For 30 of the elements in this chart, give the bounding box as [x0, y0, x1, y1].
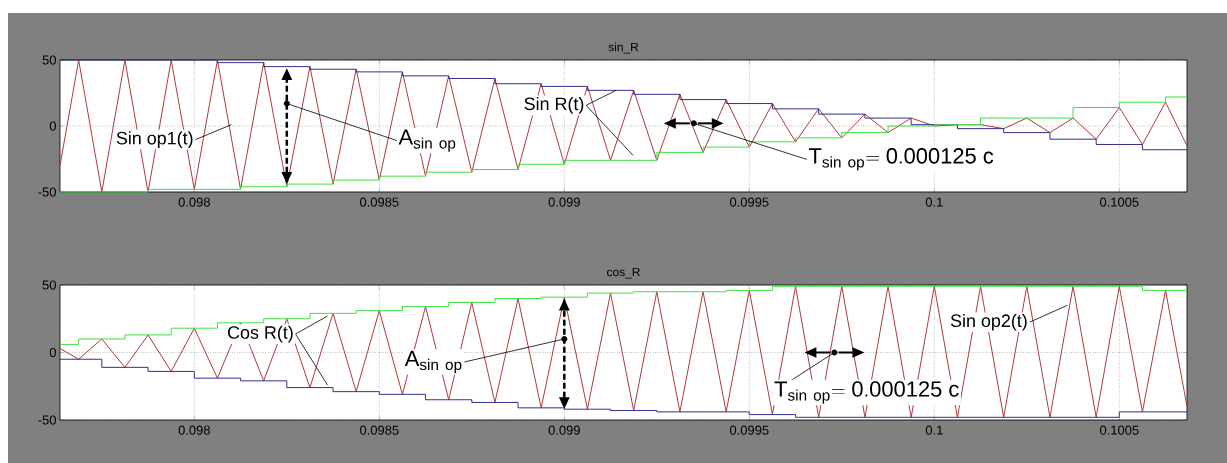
- x-tick-label: 0.1005: [1100, 425, 1139, 435]
- x-tick-label: 0.1: [925, 425, 943, 435]
- chart-title: cos_R: [607, 267, 640, 279]
- annotation: Sin op2(t): [950, 313, 1027, 331]
- x-tick-label: 0.0995: [730, 425, 769, 435]
- y-tick-label: -50: [38, 187, 56, 197]
- y-tick-label: -50: [38, 415, 56, 425]
- annotation: Cos R(t): [227, 325, 293, 343]
- x-tick-label: 0.1: [925, 197, 943, 207]
- annotation: $\mathrm{T}_{\mathrm{sin\ op}}\mathrm{=0.000125\ c}$: [809, 148, 994, 171]
- x-tick-label: 0.0995: [730, 197, 769, 207]
- line-series: [59, 285, 1188, 418]
- x-tick-label: 0.098: [178, 425, 210, 435]
- y-tick-label: 50: [42, 55, 56, 65]
- annotation: Sin R(t): [524, 97, 584, 114]
- x-tick-label: 0.098: [178, 197, 210, 207]
- chart-title: sin_R: [608, 42, 639, 54]
- x-tick-label: 0.0985: [360, 197, 399, 207]
- annotation: $\mathrm{A}_{\mathrm{sin\ op}}$: [404, 350, 462, 374]
- y-tick-label: 0: [49, 347, 56, 358]
- x-tick-label: 0.1005: [1100, 197, 1139, 207]
- line-series: [59, 59, 1188, 193]
- annotation: $\mathrm{T}_{\mathrm{sin\ op}}\mathrm{=0.000125\ c}$: [774, 381, 959, 404]
- x-tick-label: 0.0985: [360, 425, 399, 435]
- annotation: Sin op1(t): [116, 131, 193, 149]
- y-tick-label: 50: [42, 280, 56, 290]
- y-tick-label: 0: [49, 121, 56, 131]
- annotation: $\mathrm{A}_{\mathrm{sin\ op}}$: [398, 129, 456, 152]
- x-tick-label: 0.099: [548, 425, 580, 435]
- x-tick-label: 0.099: [548, 197, 580, 207]
